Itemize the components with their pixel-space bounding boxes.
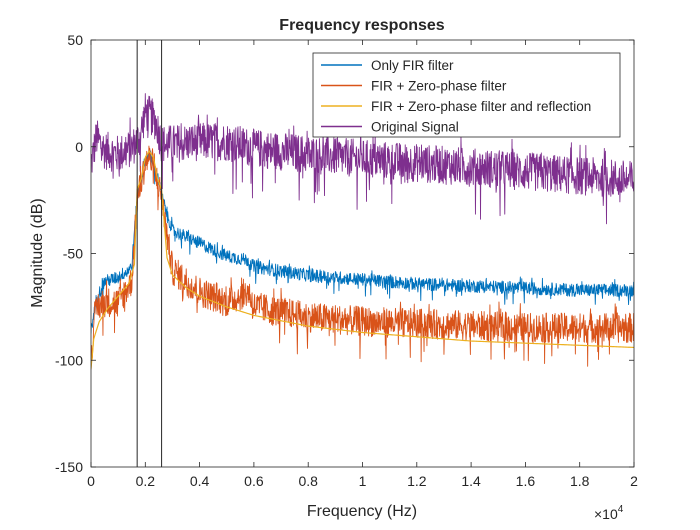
x-tick-label: 0.6: [244, 473, 264, 489]
legend-label: FIR + Zero-phase filter and reflection: [371, 99, 591, 114]
legend-label: Only FIR filter: [371, 58, 454, 73]
series-line-1: [91, 149, 634, 334]
series-line-2: [91, 145, 634, 370]
x-tick-label: 0.4: [190, 473, 210, 489]
x-axis-label: Frequency (Hz): [307, 503, 417, 520]
x-tick-label: 0: [87, 473, 95, 489]
series-line-4: [91, 93, 634, 225]
legend-label: Original Signal: [371, 120, 459, 135]
axis-layer: 0 0.2 0.4 0.6 0.8 1 1.2 1.4 1.6 1.8 2 -150 -100 -50 0 5…: [55, 32, 638, 489]
legend: Only FIR filter FIR + Zero-phase filter FI…: [312, 52, 621, 138]
marker-layer: [136, 40, 163, 467]
y-tick-label: -100: [55, 352, 83, 368]
y-tick-label: 50: [67, 32, 83, 48]
x-tick-label: 1.8: [570, 473, 590, 489]
series-layer: [91, 93, 634, 370]
x-tick-label: 1.4: [461, 473, 481, 489]
legend-label: FIR + Zero-phase filter: [371, 79, 507, 94]
y-tick-label: -50: [63, 246, 83, 262]
x-tick-label: 0.2: [136, 473, 156, 489]
legend-box: [312, 52, 621, 138]
y-axis-label: Magnitude (dB): [29, 198, 46, 307]
x-tick-label: 1: [359, 473, 367, 489]
series-line-3: [91, 150, 634, 369]
x-tick-label: 2: [630, 473, 638, 489]
y-tick-label: 0: [75, 139, 83, 155]
x-axis-multiplier: ×104: [594, 504, 624, 522]
x-tick-label: 1.2: [407, 473, 427, 489]
x-tick-label: 1.6: [516, 473, 536, 489]
x-tick-label: 0.8: [298, 473, 318, 489]
y-tick-label: -150: [55, 459, 83, 475]
chart-title: Frequency responses: [279, 17, 445, 34]
